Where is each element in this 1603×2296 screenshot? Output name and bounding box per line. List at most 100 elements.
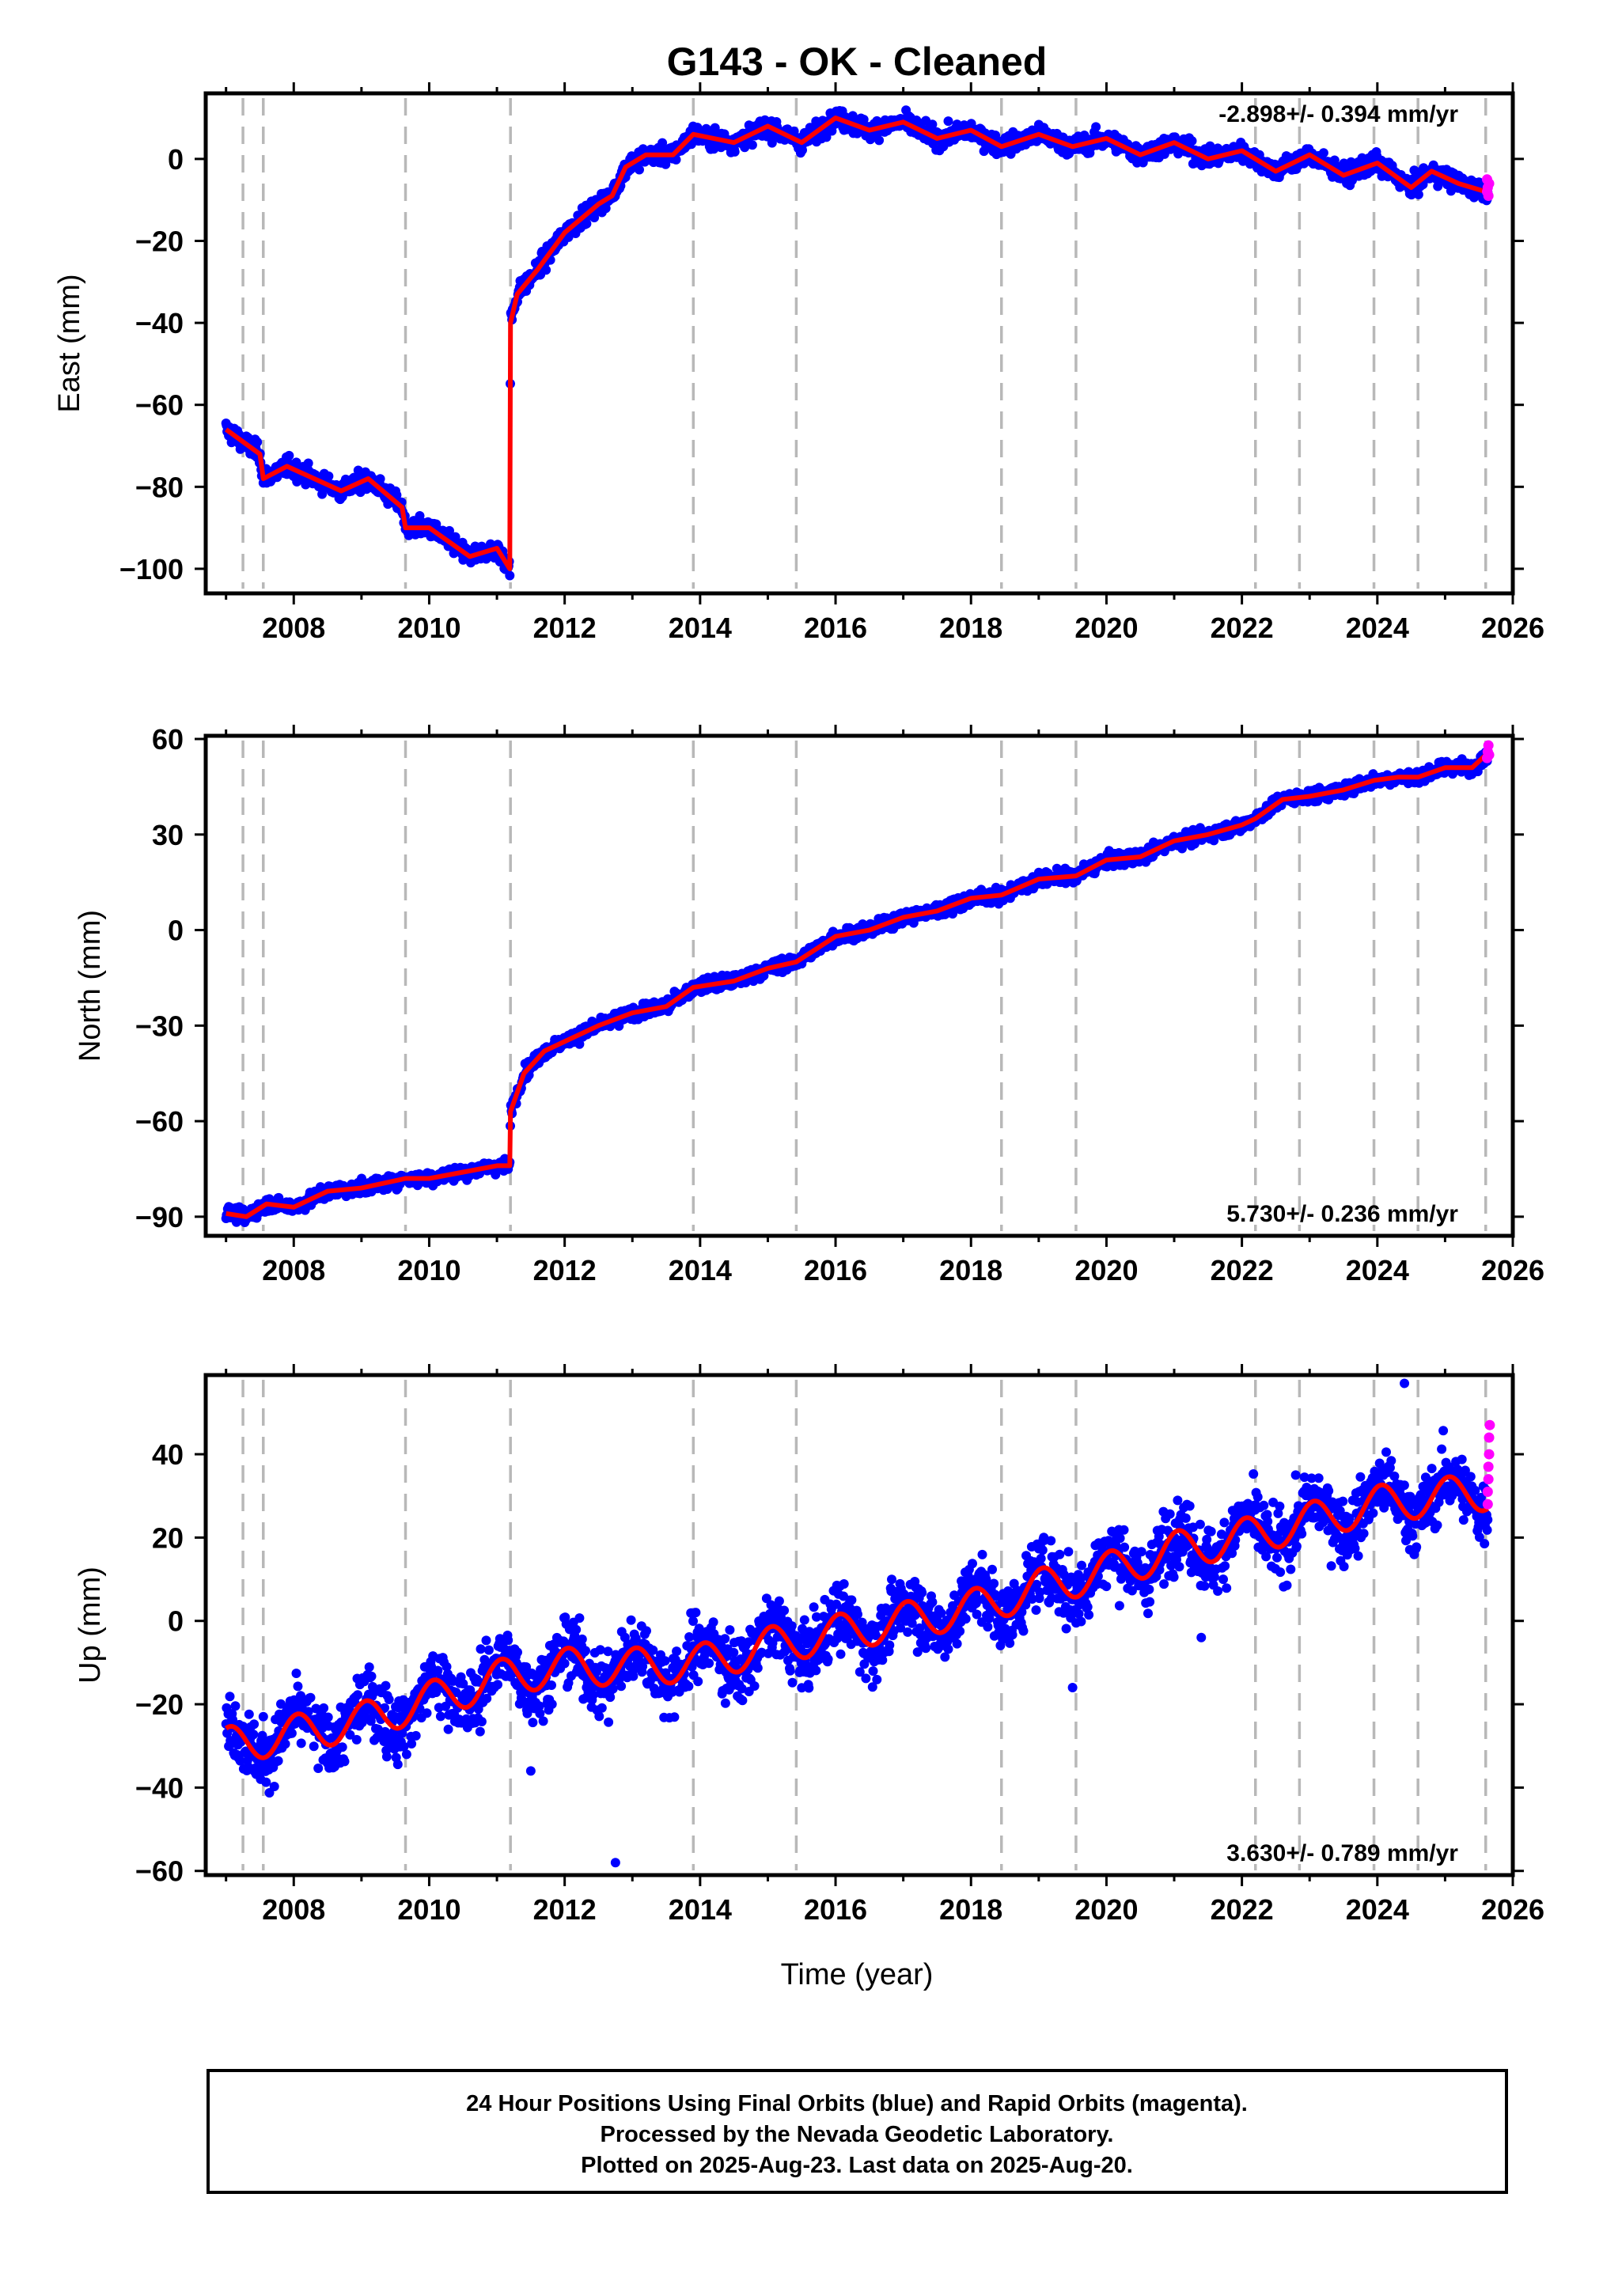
east-point — [1091, 122, 1101, 132]
east-point — [747, 140, 757, 150]
up-point — [258, 1711, 268, 1722]
north-rapid-orbit-point — [1483, 740, 1494, 751]
east-point — [657, 138, 668, 148]
east-point — [767, 138, 777, 148]
up-point — [305, 1692, 316, 1703]
east-point — [847, 111, 858, 121]
east-point — [284, 450, 294, 460]
east-point — [324, 471, 334, 481]
east-point — [541, 265, 551, 275]
east-point — [671, 154, 681, 165]
east-point — [252, 437, 263, 447]
east-plot-frame — [203, 91, 1515, 596]
up-point — [319, 1703, 329, 1713]
east-y-tick-label: −100 — [119, 553, 184, 585]
east-rapid-orbit-point — [1481, 186, 1492, 197]
north-y-axis-label: North (mm) — [74, 910, 107, 1062]
north-y-tick-label: 30 — [152, 819, 184, 851]
up-point — [313, 1764, 324, 1773]
east-y-tick-label: −20 — [135, 225, 184, 257]
east-point — [303, 458, 313, 468]
east-y-axis-label: East (mm) — [53, 274, 86, 412]
east-y-tick-label: −80 — [135, 471, 184, 503]
east-point — [943, 116, 953, 127]
up-point — [249, 1719, 260, 1730]
up-point — [248, 1730, 259, 1740]
north-y-tick-label: −30 — [135, 1010, 184, 1042]
east-rapid-orbit-point — [1484, 178, 1495, 189]
up-point — [293, 1681, 303, 1692]
north-y-tick-label: 0 — [168, 915, 184, 947]
north-model-line — [225, 753, 1487, 1219]
north-x-tick-label: 2008 — [262, 1254, 325, 1286]
north-y-tick-label: 60 — [152, 723, 184, 756]
north-point — [574, 1039, 585, 1049]
north-x-tick-label: 2024 — [1346, 1254, 1409, 1286]
up-point — [225, 1692, 235, 1702]
east-point — [601, 203, 611, 214]
east-y-tick-label: 0 — [168, 143, 184, 176]
east-x-tick-label: 2008 — [262, 612, 325, 644]
east-point — [798, 145, 807, 155]
east-point — [874, 135, 885, 146]
up-point — [296, 1738, 306, 1749]
east-x-tick-label: 2018 — [939, 612, 1002, 644]
east-point — [1318, 148, 1328, 158]
up-point — [309, 1741, 319, 1752]
north-x-tick-label: 2018 — [939, 1254, 1002, 1286]
north-x-tick-label: 2020 — [1074, 1254, 1138, 1286]
north-x-tick-label: 2012 — [533, 1254, 597, 1286]
east-point — [1329, 155, 1340, 165]
east-point — [415, 511, 425, 521]
up-point — [286, 1728, 297, 1738]
north-y-tick-label: −90 — [135, 1201, 184, 1233]
east-rate-label: -2.898+/- 0.394 mm/yr — [1218, 101, 1458, 127]
east-point — [375, 474, 385, 484]
east-point — [392, 490, 402, 500]
north-panel: 2008 2010 2012 2014 2016 2018 2020 2022 2024 2026… — [74, 723, 1544, 1286]
figure-title: G143 - OK - Cleaned — [667, 40, 1048, 84]
up-point — [291, 1669, 301, 1678]
north-x-tick-label: 2014 — [669, 1254, 732, 1286]
east-point — [505, 570, 515, 581]
east-x-tick-label: 2016 — [804, 612, 867, 644]
east-y-tick-label: −60 — [135, 389, 184, 422]
east-point — [1187, 136, 1197, 146]
north-x-tick-label: 2016 — [804, 1254, 867, 1286]
east-point — [858, 115, 869, 124]
up-panel: 2008 2010 2012 2014 2016 2018 2020 2022 2024 2026… — [74, 1364, 1544, 1926]
east-panel: 2008 2010 2012 2014 2016 2018 2020 2022 2024 2026… — [53, 82, 1544, 644]
up-point — [280, 1739, 290, 1749]
up-point — [244, 1709, 254, 1719]
north-y-tick-label: −60 — [135, 1105, 184, 1138]
east-point — [635, 165, 644, 175]
east-point — [589, 213, 600, 222]
east-x-tick-label: 2020 — [1074, 612, 1138, 644]
east-x-tick-label: 2024 — [1346, 612, 1409, 644]
north-x-tick-label: 2026 — [1481, 1254, 1544, 1286]
up-point — [273, 1756, 283, 1766]
east-x-tick-label: 2026 — [1481, 612, 1544, 644]
east-x-tick-label: 2012 — [533, 612, 597, 644]
north-final-orbit-points — [221, 747, 1493, 1227]
east-x-tick-label: 2010 — [397, 612, 460, 644]
east-model-line — [224, 116, 1487, 571]
east-point — [582, 218, 592, 229]
east-y-tick-label: −40 — [135, 307, 184, 339]
east-point — [729, 146, 740, 157]
north-x-tick-label: 2022 — [1211, 1254, 1274, 1286]
north-plot-frame — [203, 733, 1515, 1238]
east-point — [1413, 189, 1423, 199]
up-point — [269, 1782, 279, 1791]
north-point — [759, 971, 769, 981]
up-point — [261, 1777, 271, 1787]
east-point — [291, 457, 301, 468]
east-x-tick-label: 2014 — [669, 612, 732, 644]
east-x-tick-label: 2022 — [1211, 612, 1274, 644]
north-rate-label: 5.730+/- 0.236 mm/yr — [1226, 1201, 1458, 1227]
east-final-orbit-points — [221, 105, 1493, 581]
north-rapid-orbit-point — [1484, 749, 1495, 760]
up-point — [230, 1701, 241, 1711]
up-point — [323, 1712, 333, 1722]
